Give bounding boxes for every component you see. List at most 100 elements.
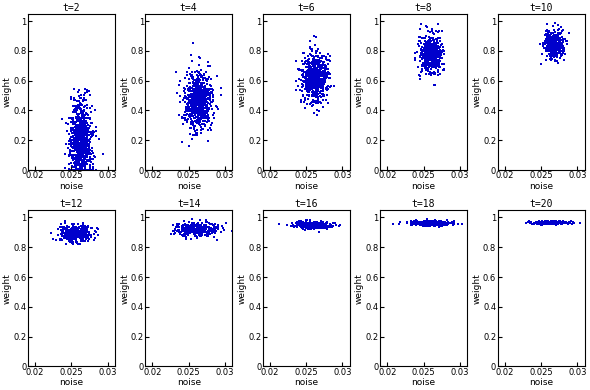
Point <box>547 31 556 37</box>
Point <box>186 102 196 108</box>
Point <box>66 227 76 233</box>
Point <box>74 147 84 153</box>
Point <box>421 58 430 64</box>
Point <box>76 161 86 167</box>
Point <box>332 222 341 229</box>
Point <box>79 108 88 114</box>
Point <box>194 92 204 98</box>
Point <box>196 227 206 233</box>
Point <box>550 220 559 227</box>
Point <box>76 232 86 238</box>
Point <box>550 38 560 44</box>
Point <box>172 69 181 75</box>
Point <box>180 225 189 231</box>
Point <box>430 48 440 54</box>
Point <box>303 223 312 229</box>
Point <box>313 60 323 66</box>
Point <box>67 160 76 166</box>
Point <box>67 221 77 227</box>
Point <box>69 152 78 158</box>
Point <box>68 140 77 146</box>
Point <box>314 76 323 83</box>
Point <box>195 91 205 98</box>
Point <box>94 136 103 142</box>
Point <box>198 73 207 79</box>
Point <box>181 94 190 101</box>
Point <box>306 86 316 92</box>
Point <box>71 228 80 234</box>
Point <box>60 235 70 241</box>
Point <box>550 221 559 227</box>
Point <box>74 93 84 99</box>
Point <box>434 50 444 56</box>
Point <box>422 50 431 56</box>
Point <box>75 111 84 117</box>
Point <box>85 157 94 163</box>
Point <box>309 65 319 71</box>
Point <box>186 228 195 234</box>
Point <box>77 156 86 162</box>
Point <box>91 128 100 135</box>
Point <box>559 57 569 63</box>
Point <box>194 82 203 89</box>
Point <box>546 221 555 227</box>
Point <box>423 52 432 58</box>
Point <box>423 66 432 72</box>
Point <box>80 225 90 232</box>
Point <box>434 67 443 73</box>
Point <box>547 56 556 62</box>
Point <box>306 81 316 87</box>
Point <box>335 223 344 229</box>
Point <box>309 68 319 74</box>
Point <box>79 121 88 127</box>
Point <box>182 119 191 125</box>
Point <box>435 48 445 54</box>
Point <box>74 146 83 152</box>
Point <box>548 41 558 48</box>
Point <box>321 224 330 230</box>
Point <box>442 222 451 228</box>
Point <box>198 226 208 232</box>
Point <box>431 56 440 62</box>
Point <box>74 152 83 158</box>
Point <box>73 118 83 124</box>
Point <box>78 148 88 154</box>
Point <box>310 222 319 228</box>
Point <box>70 119 80 126</box>
Point <box>552 51 561 57</box>
Point <box>302 222 312 229</box>
Point <box>553 220 562 227</box>
Point <box>548 43 557 49</box>
Point <box>411 220 421 227</box>
Point <box>197 220 206 227</box>
Point <box>546 40 555 46</box>
Point <box>430 220 439 227</box>
Point <box>307 61 316 67</box>
Point <box>73 141 83 147</box>
Point <box>550 37 559 43</box>
Point <box>430 221 440 227</box>
Point <box>312 223 322 229</box>
Point <box>205 91 215 97</box>
Point <box>76 128 86 135</box>
Point <box>199 87 209 94</box>
Point <box>307 81 317 87</box>
Point <box>431 59 440 65</box>
Point <box>564 30 573 36</box>
Point <box>60 233 69 239</box>
Point <box>311 75 320 81</box>
Point <box>78 144 87 150</box>
Point <box>440 51 449 57</box>
Point <box>306 72 316 78</box>
Point <box>306 222 315 229</box>
Point <box>304 83 314 89</box>
Point <box>542 219 552 225</box>
Point <box>192 222 202 228</box>
Point <box>425 61 434 67</box>
Point <box>547 40 556 46</box>
Point <box>311 222 320 228</box>
Point <box>194 99 203 105</box>
Point <box>422 46 431 52</box>
Point <box>67 233 76 239</box>
Point <box>421 43 430 49</box>
